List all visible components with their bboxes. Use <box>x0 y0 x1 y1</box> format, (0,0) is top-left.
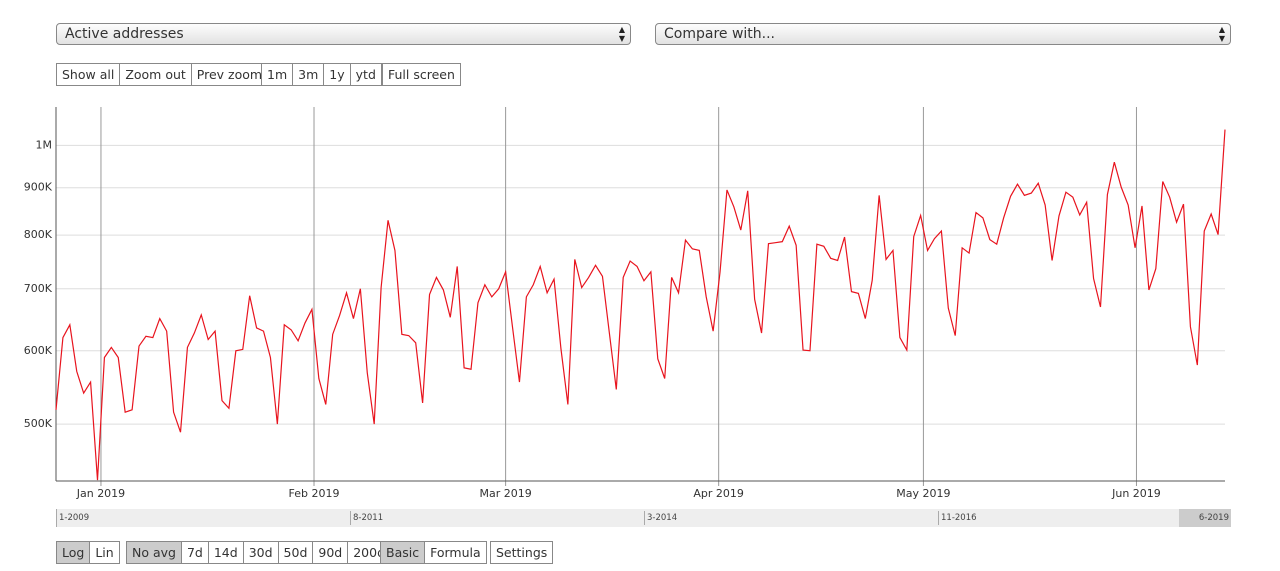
avg-group: No avg 7d 14d 30d 50d 90d 200d <box>126 541 392 564</box>
compare-label: Compare with... <box>664 26 776 42</box>
metric-select[interactable]: Active addresses ▲ ▼ <box>56 23 631 45</box>
x-tick-label: Feb 2019 <box>289 487 340 500</box>
data-line <box>55 129 1226 481</box>
x-tick-label: Apr 2019 <box>693 487 744 500</box>
button[interactable]: ytd <box>349 64 381 85</box>
x-tick-label: May 2019 <box>896 487 950 500</box>
button[interactable]: 200d <box>347 542 391 563</box>
button[interactable]: Full screen <box>383 64 460 85</box>
y-tick-label: 500K <box>24 417 53 430</box>
button[interactable]: 7d <box>180 542 208 563</box>
button[interactable]: No avg <box>127 542 181 563</box>
button[interactable]: 50d <box>277 542 313 563</box>
select-arrow: ▲ ▼ <box>618 25 625 43</box>
mode-group: Basic Formula <box>380 541 487 564</box>
x-tick-label: Jun 2019 <box>1111 487 1161 500</box>
y-tick-label: 700K <box>24 282 53 295</box>
button[interactable]: 1m <box>262 64 293 85</box>
button[interactable]: 30d <box>242 542 278 563</box>
navigator-selection <box>1179 509 1231 527</box>
compare-select[interactable]: Compare with... ▲ ▼ <box>655 23 1231 45</box>
y-tick-label: 1M <box>36 138 53 151</box>
button[interactable]: Lin <box>89 542 119 563</box>
select-arrow: ▲ ▼ <box>1218 25 1225 43</box>
scale-group: Log Lin <box>56 541 120 564</box>
navigator-label: 11-2016 <box>938 511 977 525</box>
metric-label: Active addresses <box>65 26 184 42</box>
navigator-label: 1-2009 <box>59 513 90 523</box>
x-tick-label: Mar 2019 <box>479 487 531 500</box>
fullscreen-group: Full screen <box>382 63 461 86</box>
button[interactable]: 14d <box>207 542 243 563</box>
y-tick-label: 900K <box>24 181 53 194</box>
button[interactable]: Zoom out <box>119 64 191 85</box>
button[interactable]: Show all <box>57 64 120 85</box>
button[interactable]: Log <box>57 542 90 563</box>
button[interactable]: Settings <box>491 542 553 563</box>
navigator-label: 8-2011 <box>350 511 383 525</box>
button[interactable]: 3m <box>292 64 324 85</box>
y-tick-label: 600K <box>24 344 53 357</box>
range-group: 1m 3m 1y ytd <box>261 63 382 86</box>
y-tick-label: 800K <box>24 228 53 241</box>
button[interactable]: Formula <box>424 542 486 563</box>
button[interactable]: 90d <box>312 542 348 563</box>
button[interactable]: Basic <box>381 542 425 563</box>
button[interactable]: Prev zoom <box>190 64 268 85</box>
x-tick-label: Jan 2019 <box>76 487 125 500</box>
navigator-label: 3-2014 <box>644 511 677 525</box>
settings-group: Settings <box>490 541 554 564</box>
zoom-group: Show all Zoom out Prev zoom <box>56 63 269 86</box>
navigator-label: 6-2019 <box>1198 513 1229 523</box>
navigator[interactable]: 1-2009 8-2011 3-2014 11-2016 6-2019 <box>56 509 1231 527</box>
button[interactable]: 1y <box>323 64 350 85</box>
